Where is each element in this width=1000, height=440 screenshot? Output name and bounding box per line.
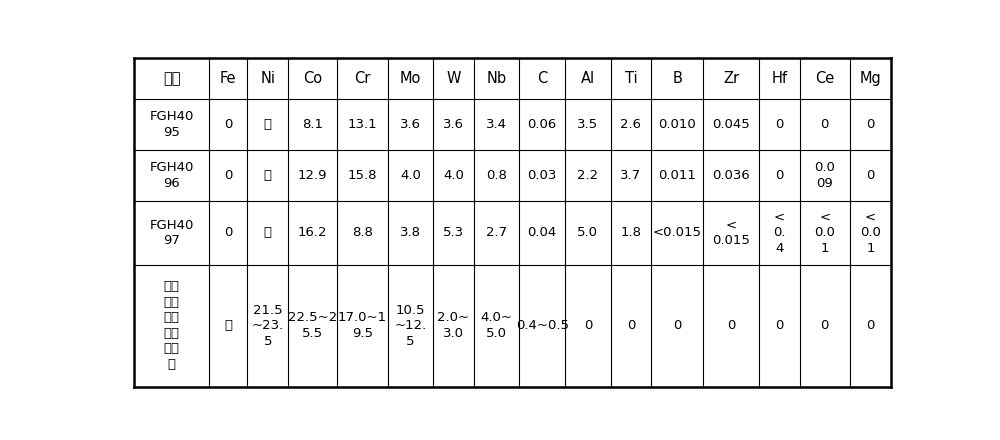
Text: 0: 0 <box>584 319 592 332</box>
Text: 0: 0 <box>775 118 783 131</box>
Text: 2.7: 2.7 <box>486 227 507 239</box>
Text: 0: 0 <box>727 319 735 332</box>
Text: 3.6: 3.6 <box>443 118 464 131</box>
Text: Fe: Fe <box>220 71 237 86</box>
Text: 余: 余 <box>264 118 272 131</box>
Text: FGH40
96: FGH40 96 <box>150 161 194 190</box>
Text: 4.0~
5.0: 4.0~ 5.0 <box>481 312 513 340</box>
Text: 3.4: 3.4 <box>486 118 507 131</box>
Text: Al: Al <box>581 71 595 86</box>
Text: 10.5
~12.
5: 10.5 ~12. 5 <box>394 304 426 348</box>
Text: Mg: Mg <box>859 71 881 86</box>
Text: Hf: Hf <box>771 71 787 86</box>
Text: 0.0
09: 0.0 09 <box>814 161 835 190</box>
Text: 2.2: 2.2 <box>577 169 598 182</box>
Text: 22.5~2
5.5: 22.5~2 5.5 <box>288 312 337 340</box>
Text: 17.0~1
9.5: 17.0~1 9.5 <box>338 312 387 340</box>
Text: 0.036: 0.036 <box>712 169 750 182</box>
Text: <0.015: <0.015 <box>653 227 702 239</box>
Text: 15.8: 15.8 <box>348 169 377 182</box>
Text: <
0.
4: < 0. 4 <box>773 211 785 255</box>
Text: Mo: Mo <box>400 71 421 86</box>
Text: 0: 0 <box>866 319 875 332</box>
Text: 8.8: 8.8 <box>352 227 373 239</box>
Text: 1.8: 1.8 <box>620 227 641 239</box>
Text: 合金: 合金 <box>163 71 181 86</box>
Text: C: C <box>537 71 547 86</box>
Text: 0: 0 <box>775 169 783 182</box>
Text: 12.9: 12.9 <box>298 169 327 182</box>
Text: W: W <box>446 71 461 86</box>
Text: 3.6: 3.6 <box>400 118 421 131</box>
Text: Ti: Ti <box>625 71 637 86</box>
Text: 21.5
~23.
5: 21.5 ~23. 5 <box>252 304 284 348</box>
Text: 0: 0 <box>224 169 233 182</box>
Text: 余: 余 <box>224 319 232 332</box>
Text: 0: 0 <box>627 319 635 332</box>
Text: 0.04: 0.04 <box>528 227 557 239</box>
Text: 0: 0 <box>775 319 783 332</box>
Text: 0.011: 0.011 <box>658 169 696 182</box>
Text: 2.0~
3.0: 2.0~ 3.0 <box>437 312 470 340</box>
Text: 余: 余 <box>264 227 272 239</box>
Text: Zr: Zr <box>723 71 739 86</box>
Text: 13.1: 13.1 <box>347 118 377 131</box>
Text: 16.2: 16.2 <box>298 227 327 239</box>
Text: 0: 0 <box>673 319 682 332</box>
Text: Cr: Cr <box>354 71 370 86</box>
Text: 3.5: 3.5 <box>577 118 598 131</box>
Text: Co: Co <box>303 71 322 86</box>
Text: 强化
型铁
镍钴
基高
温合
金: 强化 型铁 镍钴 基高 温合 金 <box>164 280 180 371</box>
Text: 0: 0 <box>224 118 233 131</box>
Text: 0.03: 0.03 <box>528 169 557 182</box>
Text: 0.4~0.5: 0.4~0.5 <box>516 319 569 332</box>
Text: 5.0: 5.0 <box>577 227 598 239</box>
Text: <
0.0
1: < 0.0 1 <box>860 211 881 255</box>
Text: Ce: Ce <box>815 71 834 86</box>
Text: 5.3: 5.3 <box>443 227 464 239</box>
Text: Nb: Nb <box>487 71 507 86</box>
Text: FGH40
95: FGH40 95 <box>150 110 194 139</box>
Text: 3.7: 3.7 <box>620 169 642 182</box>
Text: 0: 0 <box>821 319 829 332</box>
Text: 0.010: 0.010 <box>659 118 696 131</box>
Text: 2.6: 2.6 <box>620 118 641 131</box>
Text: 0.045: 0.045 <box>712 118 750 131</box>
Text: 0: 0 <box>866 118 875 131</box>
Text: 0.8: 0.8 <box>486 169 507 182</box>
Text: 0: 0 <box>821 118 829 131</box>
Text: <
0.0
1: < 0.0 1 <box>814 211 835 255</box>
Text: B: B <box>672 71 682 86</box>
Text: Ni: Ni <box>260 71 275 86</box>
Text: 3.8: 3.8 <box>400 227 421 239</box>
Text: 0: 0 <box>866 169 875 182</box>
Text: 余: 余 <box>264 169 272 182</box>
Text: 4.0: 4.0 <box>443 169 464 182</box>
Text: 0.06: 0.06 <box>528 118 557 131</box>
Text: <
0.015: < 0.015 <box>712 219 750 247</box>
Text: 8.1: 8.1 <box>302 118 323 131</box>
Text: FGH40
97: FGH40 97 <box>150 219 194 247</box>
Text: 4.0: 4.0 <box>400 169 421 182</box>
Text: 0: 0 <box>224 227 233 239</box>
